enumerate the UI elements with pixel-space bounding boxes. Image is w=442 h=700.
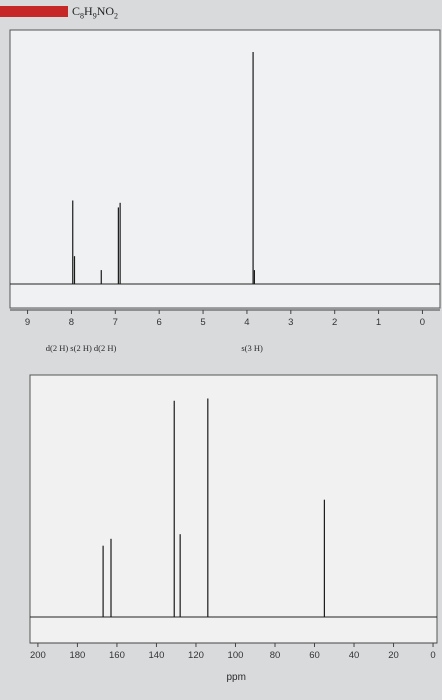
cnmr-spectrum: 200 180 160 140 120 100 80 60 40 20 0 xyxy=(30,398,437,661)
cnmr-tick-label: 100 xyxy=(228,650,244,661)
hnmr-plot-area xyxy=(9,29,441,309)
hnmr-annotation-methyl: s(3 H) xyxy=(241,343,263,353)
cnmr-tick-label: 20 xyxy=(388,650,399,661)
redaction-mark xyxy=(0,6,68,17)
cnmr-tick-label: 180 xyxy=(69,650,85,661)
cnmr-tick-label: 40 xyxy=(349,650,360,661)
hnmr-tick-label: 7 xyxy=(113,317,118,328)
hnmr-tick-label: 5 xyxy=(200,317,205,328)
hnmr-tick-label: 9 xyxy=(25,317,30,328)
cnmr-tick-label: 200 xyxy=(30,650,46,661)
cnmr-tick-label: 0 xyxy=(430,650,435,661)
cnmr-tick-label: 160 xyxy=(109,650,125,661)
hnmr-tick-label: 3 xyxy=(288,317,293,328)
hnmr-tick-label: 4 xyxy=(244,317,249,328)
cnmr-tick-label: 80 xyxy=(270,650,281,661)
cnmr-tick-label: 140 xyxy=(149,650,165,661)
hnmr-tick-label: 6 xyxy=(157,317,162,328)
cnmr-axis-label: ppm xyxy=(226,672,246,683)
molecular-formula: C8H9NO2 xyxy=(72,4,119,21)
cnmr-tick-label: 60 xyxy=(309,650,320,661)
hnmr-tick-label: 0 xyxy=(420,317,425,328)
hnmr-annotation-aromatic: d(2 H) s(2 H) d(2 H) xyxy=(45,343,117,353)
hnmr-tick-label: 1 xyxy=(376,317,381,328)
hnmr-spectrum: 9 8 7 6 5 4 3 2 1 0 xyxy=(10,52,440,328)
cnmr-plot-area xyxy=(29,374,438,644)
hnmr-tick-label: 8 xyxy=(69,317,74,328)
cnmr-tick-label: 120 xyxy=(188,650,204,661)
hnmr-tick-label: 2 xyxy=(332,317,337,328)
